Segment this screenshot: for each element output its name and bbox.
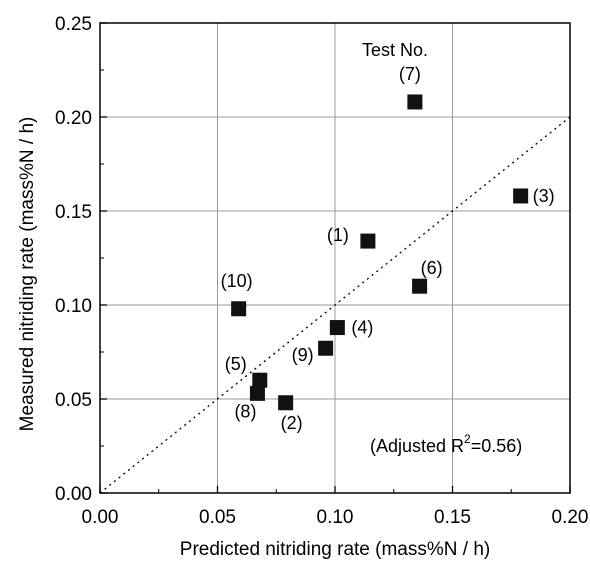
data-point xyxy=(407,94,423,110)
y-axis-label: Measured nitriding rate (mass%N / h) xyxy=(17,117,38,432)
data-point xyxy=(278,395,294,411)
annotation-prefix: (Adjusted R xyxy=(370,436,464,456)
y-tick-label: 0.15 xyxy=(55,202,92,223)
x-tick-label: 0.20 xyxy=(552,507,589,528)
point-label: (4) xyxy=(351,318,373,338)
point-label: (3) xyxy=(533,186,555,206)
point-label: (8) xyxy=(234,401,256,421)
data-point xyxy=(318,340,334,356)
x-tick-label: 0.00 xyxy=(82,507,119,528)
annotation-superscript: 2 xyxy=(464,432,471,446)
y-tick-label: 0.00 xyxy=(55,484,92,505)
reference-line xyxy=(99,116,571,494)
x-tick-label: 0.10 xyxy=(317,507,354,528)
x-tick-label: 0.15 xyxy=(434,507,471,528)
r-squared-annotation: (Adjusted R2=0.56) xyxy=(370,432,522,456)
y-tick-label: 0.10 xyxy=(55,296,92,317)
legend-title: Test No. xyxy=(362,40,428,60)
data-point xyxy=(231,301,247,317)
data-point xyxy=(249,385,265,401)
data-points xyxy=(231,94,529,411)
point-labels: (1) (2) (3) (4) (5) (6) (7) (8) (9) (10) xyxy=(221,64,555,433)
point-label: (1) xyxy=(327,225,349,245)
axis-ticks: 0.00 0.05 0.10 0.15 0.20 0.00 0.05 0.10 0.15 0.20… xyxy=(55,14,588,528)
grid xyxy=(100,23,570,493)
point-label: (2) xyxy=(281,413,303,433)
y-tick-label: 0.20 xyxy=(55,108,92,129)
data-point xyxy=(513,188,529,204)
point-label: (5) xyxy=(225,354,247,374)
x-axis-label: Predicted nitriding rate (mass%N / h) xyxy=(180,539,490,560)
data-point xyxy=(360,233,376,249)
point-label: (9) xyxy=(292,345,314,365)
point-label: (6) xyxy=(421,258,443,278)
data-point xyxy=(412,278,428,294)
data-point xyxy=(329,320,345,336)
x-tick-label: 0.05 xyxy=(199,507,236,528)
y-tick-label: 0.05 xyxy=(55,390,92,411)
y-tick-label: 0.25 xyxy=(55,14,92,35)
annotation-suffix: =0.56) xyxy=(471,436,523,456)
point-label: (7) xyxy=(399,64,421,84)
data-point xyxy=(252,372,268,388)
point-label: (10) xyxy=(221,271,253,291)
